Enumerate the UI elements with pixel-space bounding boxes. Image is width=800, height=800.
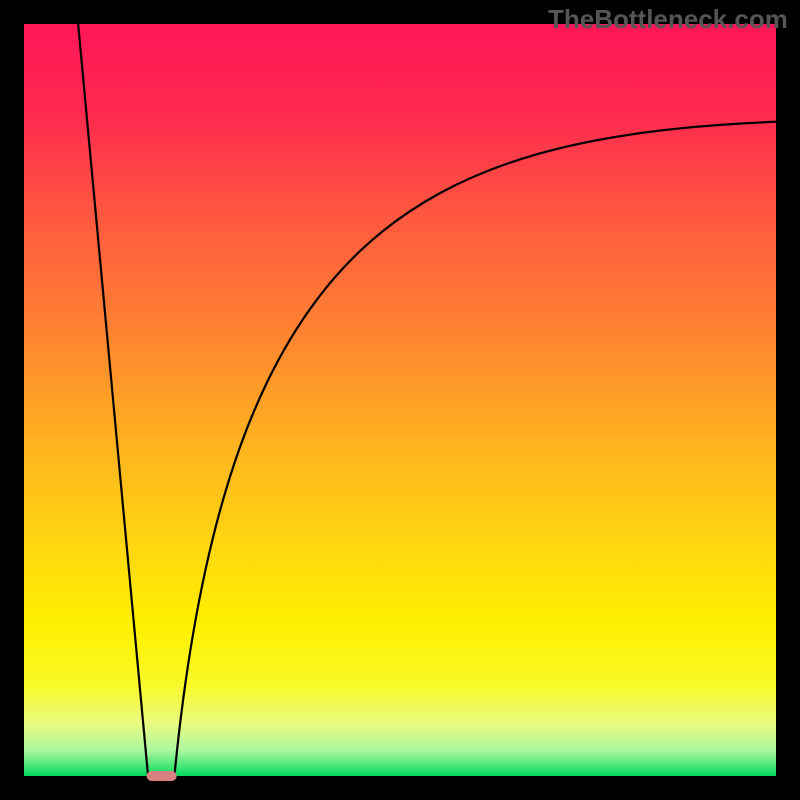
watermark-text: TheBottleneck.com [548, 4, 788, 35]
bottleneck-chart: TheBottleneck.com [0, 0, 800, 800]
valley-marker [147, 771, 177, 781]
chart-svg [0, 0, 800, 800]
